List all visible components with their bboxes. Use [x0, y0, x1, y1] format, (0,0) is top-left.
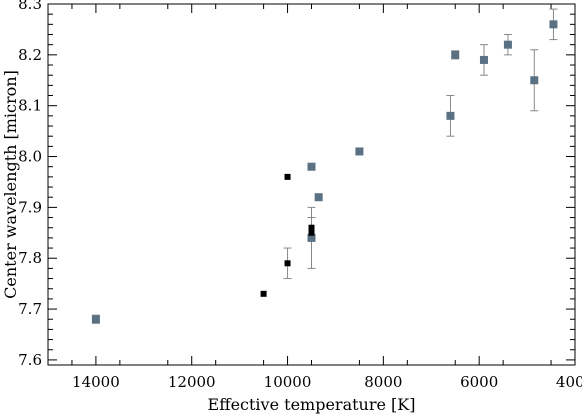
- data-point: [260, 290, 267, 297]
- y-axis-label: Center wavelength [micron]: [1, 70, 20, 299]
- data-point: [307, 162, 316, 171]
- plot-frame: [47, 3, 576, 366]
- data-point: [91, 315, 100, 324]
- y-tick-label: 7.9: [18, 198, 42, 216]
- y-tick-label: 7.7: [18, 300, 42, 318]
- data-point: [308, 229, 315, 236]
- data-point: [314, 193, 323, 202]
- x-axis-label: Effective temperature [K]: [208, 395, 416, 414]
- x-tick-label: 12000: [168, 373, 216, 391]
- data-point: [530, 76, 539, 85]
- data-point: [284, 173, 291, 180]
- y-tick-label: 8.2: [18, 46, 42, 64]
- y-tick-label: 8.1: [18, 97, 42, 115]
- y-tick-label: 8.3: [18, 0, 42, 13]
- data-point: [284, 260, 291, 267]
- data-point: [451, 50, 460, 59]
- data-point: [446, 111, 455, 120]
- y-tick-label: 7.8: [18, 249, 42, 267]
- x-tick-label: 14000: [72, 373, 120, 391]
- tick-labels: 14000 12000 10000 8000 6000 4000 7.6 7.7 7.8 7.9 8…: [18, 0, 582, 391]
- axis-ticks: [48, 3, 576, 365]
- x-tick-label: 10000: [264, 373, 312, 391]
- x-tick-label: 8000: [364, 373, 402, 391]
- data-point: [549, 20, 558, 29]
- data-point: [503, 40, 512, 49]
- data-point: [308, 224, 315, 231]
- data-point: [479, 55, 488, 64]
- x-tick-label: 4000: [556, 373, 582, 391]
- x-tick-label: 6000: [460, 373, 498, 391]
- data-points: [91, 20, 558, 324]
- data-point: [307, 233, 316, 242]
- data-point: [355, 147, 364, 156]
- y-tick-label: 7.6: [18, 351, 42, 369]
- y-tick-label: 8.0: [18, 148, 42, 166]
